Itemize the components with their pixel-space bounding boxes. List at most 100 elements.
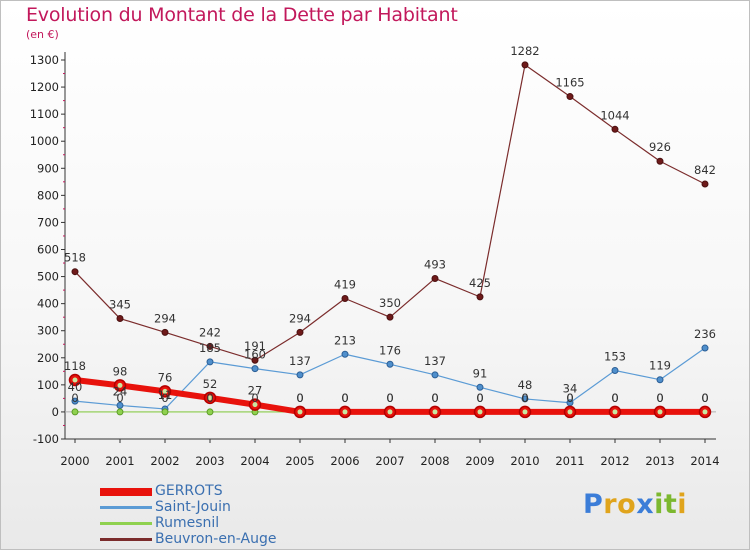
data-label: 0 xyxy=(656,391,663,405)
data-label: 0 xyxy=(386,391,393,405)
data-point xyxy=(701,180,709,188)
data-point-core xyxy=(522,409,528,415)
data-label: 0 xyxy=(611,391,618,405)
data-point xyxy=(611,367,619,375)
data-point xyxy=(251,365,259,373)
data-label: 27 xyxy=(248,384,263,398)
data-point xyxy=(116,315,124,323)
data-label: 0 xyxy=(206,391,213,405)
y-tick-label: 300 xyxy=(37,324,59,338)
data-point xyxy=(521,61,529,69)
data-label: 518 xyxy=(64,251,86,265)
data-label: 118 xyxy=(64,359,86,373)
data-point xyxy=(251,356,259,364)
data-point xyxy=(476,293,484,301)
data-label: 48 xyxy=(518,378,533,392)
y-tick-label: 400 xyxy=(37,297,59,311)
y-tick-label: 1200 xyxy=(30,80,59,94)
data-point xyxy=(431,371,439,379)
data-point xyxy=(431,274,439,282)
data-point-core xyxy=(657,409,663,415)
data-point xyxy=(656,376,664,384)
series-lines xyxy=(68,61,712,419)
data-point-core xyxy=(477,409,483,415)
data-label: 345 xyxy=(109,298,131,312)
data-label: 24 xyxy=(113,384,128,398)
logo-letter: i xyxy=(654,489,664,520)
x-tick-label: 2007 xyxy=(375,454,404,468)
data-label: 0 xyxy=(296,391,303,405)
legend-label: GERROTS xyxy=(155,483,223,499)
data-label: 0 xyxy=(521,391,528,405)
data-label: 0 xyxy=(431,391,438,405)
x-tick-label: 2003 xyxy=(195,454,224,468)
data-point-core xyxy=(342,409,348,415)
data-label: 842 xyxy=(694,163,716,177)
x-tick-label: 2010 xyxy=(510,454,539,468)
data-point xyxy=(341,350,349,358)
data-label: 213 xyxy=(334,333,356,347)
data-point xyxy=(116,408,124,416)
y-tick-label: 1300 xyxy=(30,53,59,67)
data-label: 294 xyxy=(154,311,176,325)
data-label: 0 xyxy=(431,391,438,405)
data-label: 0 xyxy=(611,391,618,405)
logo-letter: P xyxy=(583,489,604,520)
x-tick-label: 2001 xyxy=(105,454,134,468)
x-tick-label: 2004 xyxy=(240,454,269,468)
data-label: 137 xyxy=(289,354,311,368)
y-tick-label: -100 xyxy=(33,432,59,446)
data-point xyxy=(71,397,79,405)
data-label: 0 xyxy=(296,391,303,405)
y-tick-label: 800 xyxy=(37,188,59,202)
x-tick-label: 2012 xyxy=(600,454,629,468)
legend-swatch xyxy=(100,538,152,541)
data-point-core xyxy=(72,377,78,383)
data-point xyxy=(206,358,214,366)
x-tick-label: 2009 xyxy=(465,454,494,468)
data-point-core xyxy=(297,409,303,415)
data-point xyxy=(701,344,709,352)
chart-subtitle: (en €) xyxy=(26,28,59,41)
y-tick-label: 600 xyxy=(37,243,59,257)
data-label: 0 xyxy=(521,391,528,405)
data-point xyxy=(206,342,214,350)
data-label: 185 xyxy=(199,341,221,355)
data-label: 34 xyxy=(563,382,578,396)
logo-letter: t xyxy=(663,489,678,520)
y-tick-label: 1100 xyxy=(30,107,59,121)
data-label: 0 xyxy=(386,391,393,405)
y-tick-label: 0 xyxy=(52,405,59,419)
data-point xyxy=(386,313,394,321)
data-point xyxy=(566,93,574,101)
data-label: 1282 xyxy=(510,44,539,58)
data-point xyxy=(296,371,304,379)
data-point xyxy=(386,360,394,368)
x-tick-label: 2000 xyxy=(60,454,89,468)
data-label: 0 xyxy=(476,391,483,405)
x-tick-label: 2011 xyxy=(555,454,584,468)
y-tick-label: 100 xyxy=(37,378,59,392)
data-label: 0 xyxy=(701,391,708,405)
data-point-core xyxy=(117,382,123,388)
y-tick-label: 900 xyxy=(37,161,59,175)
x-tick-label: 2002 xyxy=(150,454,179,468)
data-label: 926 xyxy=(649,140,671,154)
data-point xyxy=(161,328,169,336)
data-point xyxy=(161,408,169,416)
data-label: 0 xyxy=(476,391,483,405)
data-point-core xyxy=(702,409,708,415)
data-point xyxy=(341,294,349,302)
data-point-core xyxy=(252,402,258,408)
data-label: 0 xyxy=(71,391,78,405)
data-label: 236 xyxy=(694,327,716,341)
data-point xyxy=(206,408,214,416)
y-tick-label: 1000 xyxy=(30,134,59,148)
data-label: 76 xyxy=(158,370,173,384)
data-point xyxy=(71,268,79,276)
data-label: 0 xyxy=(341,391,348,405)
data-label: 0 xyxy=(701,391,708,405)
x-tick-label: 2013 xyxy=(645,454,674,468)
